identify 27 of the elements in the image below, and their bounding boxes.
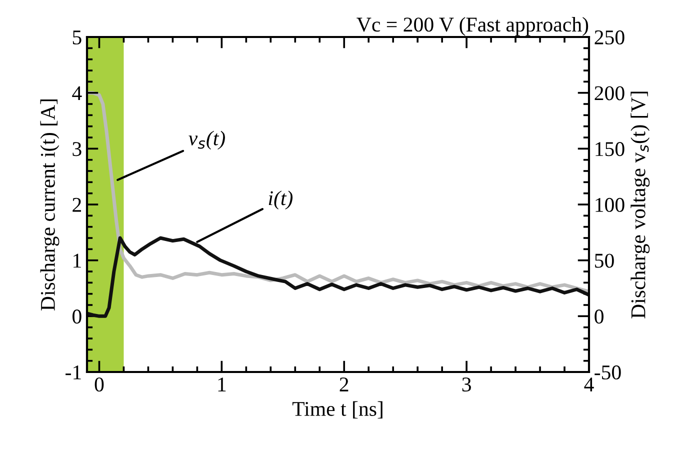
y2-tick-label: 150: [596, 142, 624, 156]
x-axis-title: Time t [ns]: [292, 401, 382, 419]
y-tick-label: 1: [74, 254, 81, 268]
y-axis-title: Discharge current i(t) [A]: [40, 100, 60, 310]
y2-tick-label: 100: [596, 198, 624, 212]
y-tick-label: 0: [72, 310, 82, 324]
y2-tick-label: 50: [595, 254, 614, 268]
x-tick-label: 0: [94, 377, 104, 392]
y2-tick-label: 200: [594, 86, 624, 100]
y2-tick-label: 250: [594, 30, 624, 44]
y2-axis-title: Discharge voltage v$_{s}$(t) [V]: [630, 92, 650, 318]
line-series: [87, 236, 589, 318]
line-series: [87, 91, 589, 294]
x-tick-label: 4: [584, 378, 594, 392]
y2-tick-label: -50: [594, 365, 621, 380]
x-tick-label: 2: [340, 378, 348, 392]
y-tick-label: 4: [72, 86, 82, 100]
x-tick-label: 3: [462, 378, 471, 392]
annotation: v$_{s}$(t): [188, 130, 225, 150]
y2-tick-label: 0: [594, 310, 604, 324]
y-tick-label: -1: [66, 365, 81, 380]
chart-title: Vc = 200 V (Fast approach): [356, 16, 588, 36]
y-tick-label: 5: [72, 30, 82, 44]
y-tick-label: 2: [72, 198, 81, 212]
y-tick-label: 3: [72, 142, 82, 156]
annotation: i(t): [268, 190, 293, 210]
x-tick-label: 1: [218, 378, 226, 392]
